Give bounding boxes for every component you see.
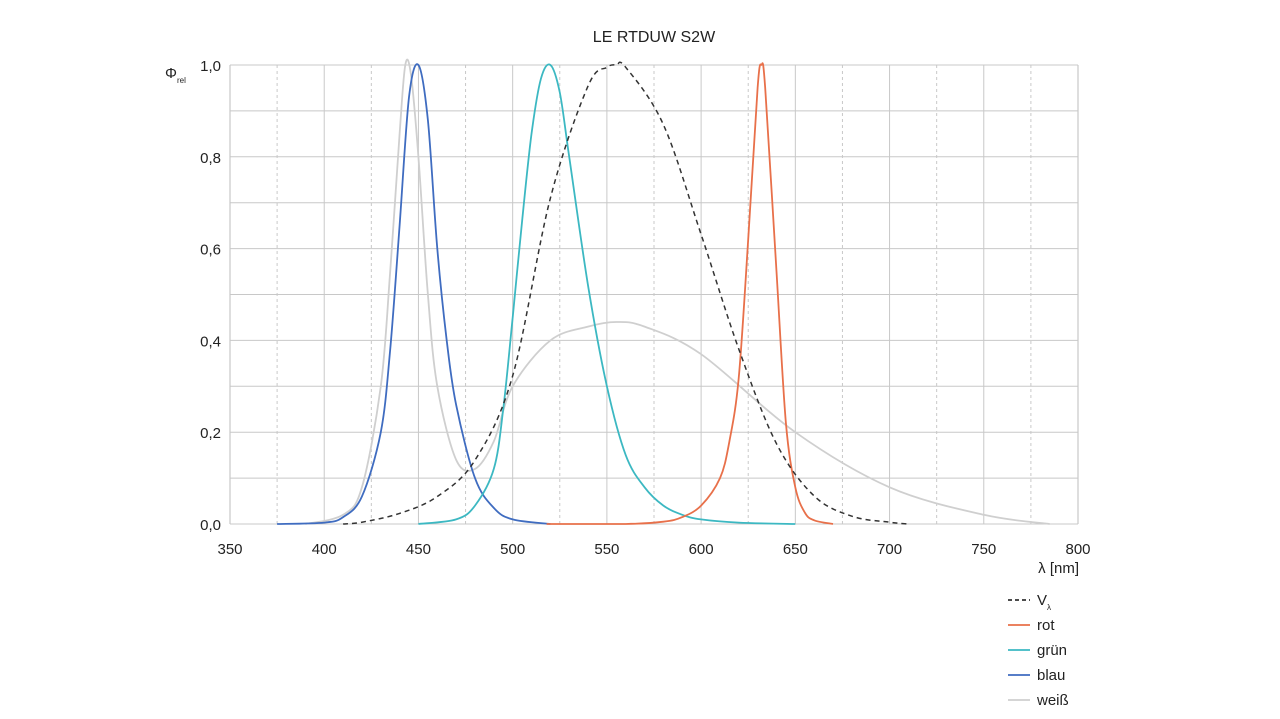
y-tick-label: 0,8 — [200, 150, 221, 167]
series-line-rot — [546, 62, 834, 525]
y-tick-label: 1,0 — [200, 58, 221, 75]
x-axis-label: λ [nm] — [1038, 560, 1079, 577]
y-tick-label: 0,2 — [200, 425, 221, 442]
legend-label: rot — [1037, 617, 1055, 634]
legend-label-subscript: λ — [1047, 603, 1051, 612]
x-tick-label: 400 — [312, 541, 337, 558]
y-axis-symbol: Φ — [165, 65, 177, 82]
legend-label: weiß — [1036, 692, 1069, 709]
y-axis-label: Φrel — [165, 65, 186, 85]
legend-label: grün — [1037, 642, 1067, 659]
series-line-weiss — [305, 58, 1050, 525]
series-lines — [277, 58, 1050, 525]
y-tick-label: 0,6 — [200, 242, 221, 259]
legend-label: Vλ — [1037, 592, 1051, 612]
y-tick-label: 0,4 — [200, 333, 221, 350]
x-tick-label: 500 — [500, 541, 525, 558]
y-axis-subscript: rel — [177, 76, 186, 85]
x-tick-label: 800 — [1065, 541, 1090, 558]
grid — [229, 64, 1079, 525]
chart-title: LE RTDUW S2W — [593, 29, 716, 46]
x-tick-label: 550 — [594, 541, 619, 558]
x-tick-label: 450 — [406, 541, 431, 558]
y-tick-label: 0,0 — [200, 517, 221, 534]
x-tick-label: 350 — [217, 541, 242, 558]
x-tick-label: 600 — [689, 541, 714, 558]
tick-labels: 350 400 450 500 550 600 650 700 750 800 0,0 0,2 0,4 0… — [200, 58, 1090, 558]
x-tick-label: 700 — [877, 541, 902, 558]
series-line-gruen — [418, 63, 796, 525]
legend: Vλ rot grün blau weiß — [1008, 592, 1069, 709]
x-tick-label: 750 — [971, 541, 996, 558]
series-line-blau — [277, 63, 551, 525]
x-tick-label: 650 — [783, 541, 808, 558]
legend-label: blau — [1037, 667, 1065, 684]
